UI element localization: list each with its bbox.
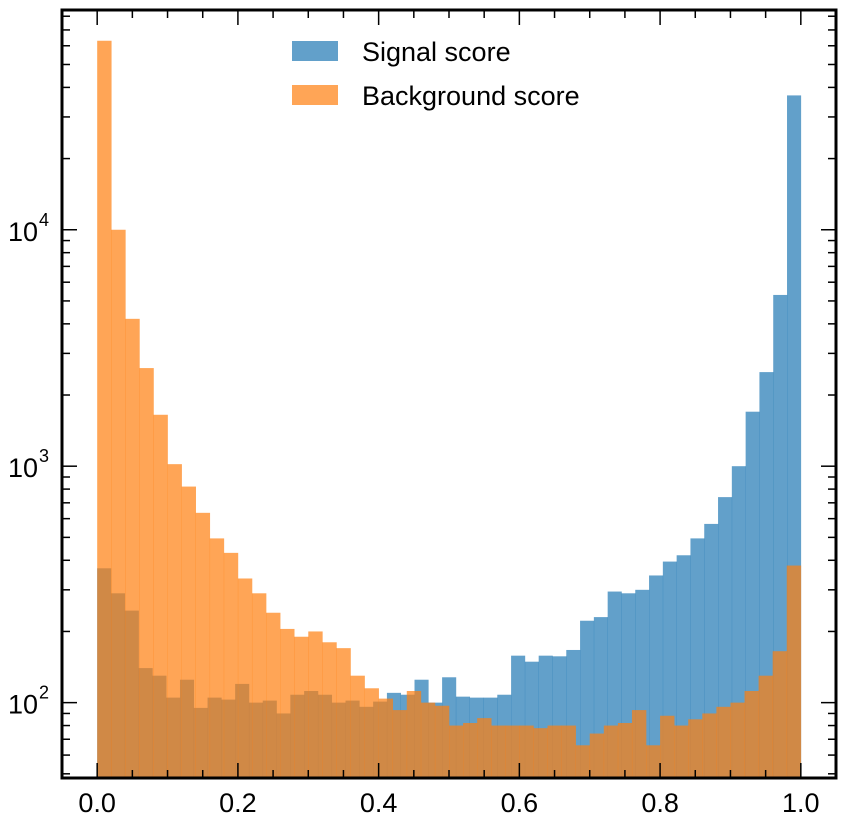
histogram-bar [251,593,267,778]
y-tick-label-base: 10 [8,690,38,720]
histogram-bar [617,723,633,778]
histogram-bar [716,706,731,778]
histogram-bar [688,719,703,778]
histogram-bar [406,690,422,778]
histogram-bar [745,411,760,778]
histogram-bar [589,733,605,778]
legend-item: Signal score [292,37,511,67]
histogram-bar [195,512,211,778]
histogram-bar [676,555,691,778]
histogram-bar [758,675,773,778]
x-tick-label: 0.2 [219,788,257,818]
histogram-bar [731,466,746,778]
x-tick-label: 0.6 [501,788,539,818]
histogram-bar [209,538,225,778]
histogram-bar [674,725,689,778]
histogram-bar [111,229,126,778]
legend-swatch [292,85,338,105]
background-bars [97,40,802,779]
histogram-bar [181,486,196,778]
y-tick-label-base: 10 [8,217,38,247]
histogram-bar [153,414,168,778]
histogram-bar [690,538,705,778]
y-tick-label: 10 4 [8,210,49,247]
x-tick-labels: 0.0 0.2 0.4 0.6 0.8 1.0 [78,788,819,818]
histogram-bar [167,464,182,778]
y-tick-label-base: 10 [8,453,38,483]
histogram-bar [603,725,619,778]
histogram-bar [660,715,675,778]
histogram-bar [97,40,112,779]
histogram-bar [294,636,309,778]
legend-label: Signal score [362,37,511,67]
histogram-bar [505,725,520,778]
y-tick-label-exponent: 3 [39,446,49,466]
histogram-bar [463,723,478,778]
histogram-bar [223,552,239,778]
histogram-bar [561,725,576,778]
histogram-bar [139,368,154,778]
y-tick-label: 10 2 [8,683,49,720]
histogram-bar [237,578,253,778]
y-tick-label-exponent: 4 [39,210,49,230]
histogram-bar [308,631,323,778]
histogram-bar [646,745,661,778]
histogram-bar [477,718,492,778]
axis-ticks [61,10,837,778]
x-tick-label: 1.0 [782,788,820,818]
histogram-bar [744,690,759,778]
histogram-bar [434,705,450,778]
histogram-bar [280,628,295,778]
x-tick-label: 0.0 [78,788,116,818]
histogram-bar [322,642,337,778]
histogram-bar [266,612,281,778]
legend-item: Background score [292,81,580,111]
histogram-bar [449,725,464,778]
histogram-bar [378,698,394,778]
histogram-bar [772,651,788,778]
y-tick-label: 10 3 [8,446,49,483]
histogram-bar [730,702,745,778]
legend: Signal score Background score [292,37,580,111]
histogram-bar [350,675,365,778]
histogram-bar [336,648,351,778]
legend-label: Background score [362,81,580,111]
histogram-bar [575,745,591,778]
histogram-bar [631,710,647,778]
x-tick-label: 0.4 [360,788,398,818]
legend-swatch [292,41,338,61]
y-tick-label-exponent: 2 [39,683,49,703]
x-tick-label: 0.8 [641,788,679,818]
histogram-bar [702,713,717,778]
histogram-bar [125,318,140,778]
histogram-bar [786,565,802,778]
histogram-bar [364,688,379,778]
histogram-bar [533,728,548,778]
histogram-bar [392,710,408,778]
histogram-bar [547,725,562,778]
histogram-bar [649,575,664,778]
histogram-bar [420,702,436,778]
histogram-bar [519,725,534,778]
histogram-bar [491,725,506,778]
